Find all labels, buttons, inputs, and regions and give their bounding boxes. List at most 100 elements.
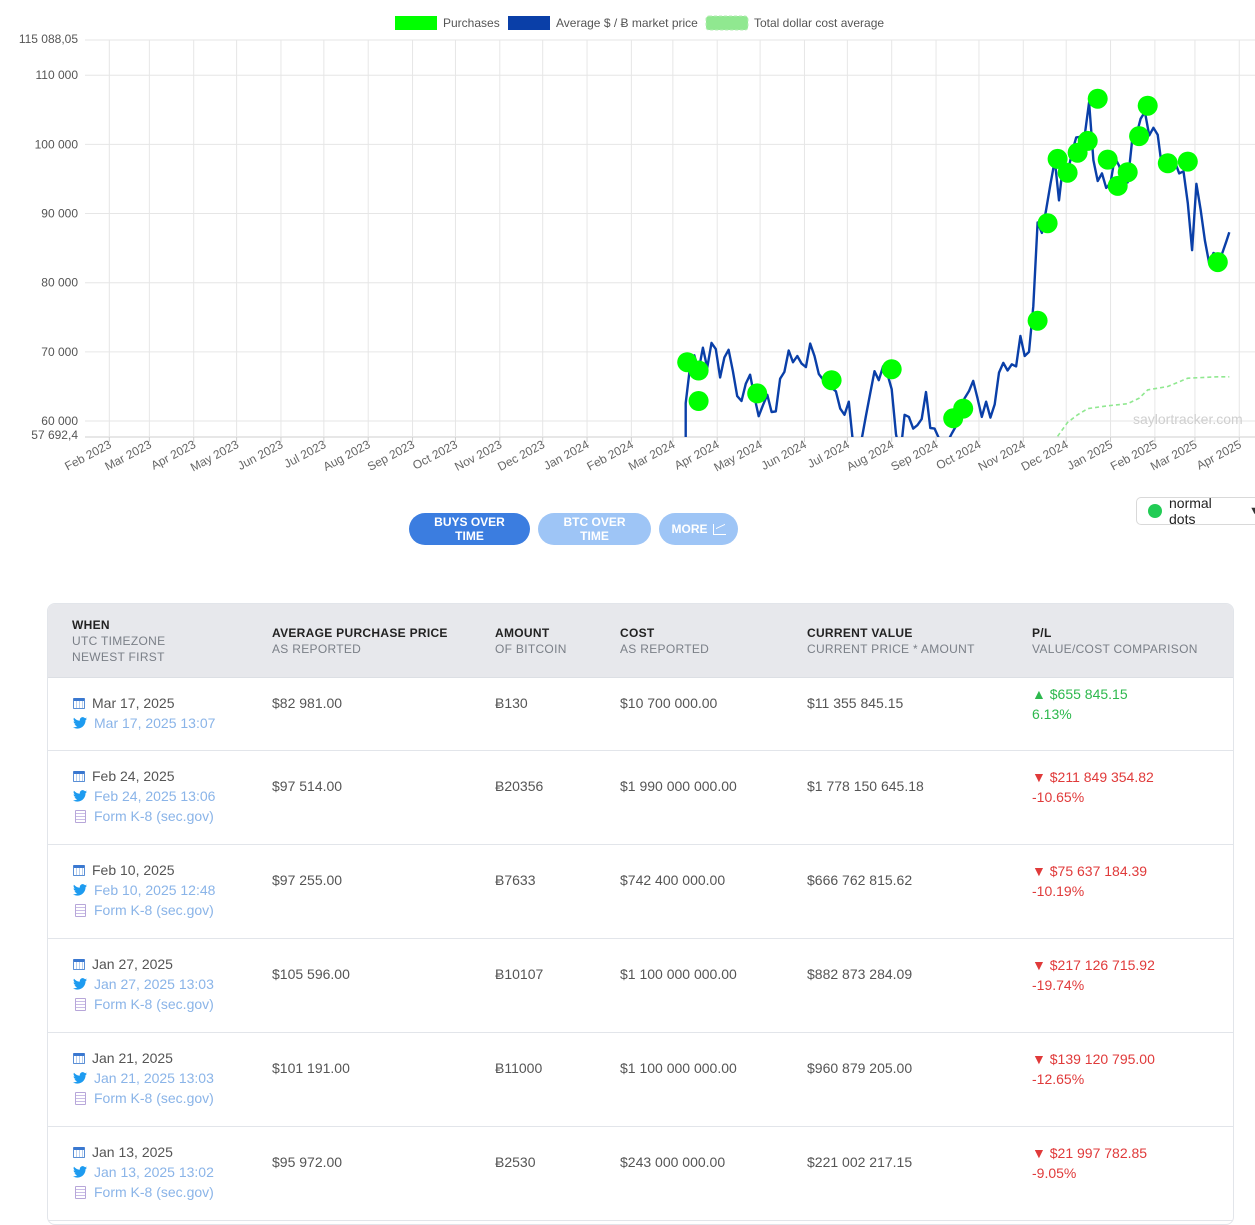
legend-label[interactable]: Purchases xyxy=(443,16,500,30)
form-k8-link[interactable]: Form K-8 (sec.gov) xyxy=(94,1184,214,1200)
chart-grid xyxy=(85,39,1255,442)
header-price-title: AVERAGE PURCHASE PRICE xyxy=(272,626,448,640)
purchase-dot[interactable] xyxy=(1137,95,1158,116)
purchase-dot[interactable] xyxy=(1117,162,1138,183)
pl-cell: ▼ $211 849 354.82 -10.65% xyxy=(1032,767,1154,807)
calendar-icon xyxy=(73,1146,85,1158)
table-row: Jan 13, 2025 Jan 13, 2025 13:02 Form K-8 (… xyxy=(48,1127,1233,1221)
purchase-dot[interactable] xyxy=(1097,149,1118,170)
dots-style-select[interactable]: normal dots ▼ xyxy=(1136,495,1255,527)
purchase-dot[interactable] xyxy=(1047,148,1068,169)
x-tick-label: Jan 2025 xyxy=(1065,437,1115,473)
table-body: Mar 17, 2025 Mar 17, 2025 13:07 $82 981.00… xyxy=(48,678,1233,1221)
legend-label[interactable]: Total dollar cost average xyxy=(754,16,884,30)
table-header: WHEN UTC TIMEZONE NEWEST FIRST AVERAGE P… xyxy=(48,604,1233,678)
purchase-dot[interactable] xyxy=(1107,175,1128,196)
cost-cell: $1 990 000 000.00 xyxy=(620,778,737,794)
purchase-dot[interactable] xyxy=(1077,130,1098,151)
pl-amount: ▼ $211 849 354.82 xyxy=(1032,769,1154,785)
pl-percent: -10.65% xyxy=(1032,789,1085,805)
purchase-dot[interactable] xyxy=(1207,252,1228,273)
tweet-link[interactable]: Jan 21, 2025 13:03 xyxy=(94,1070,214,1086)
twitter-icon xyxy=(73,1166,87,1178)
purchase-dot[interactable] xyxy=(953,398,974,419)
cost-cell: $243 000 000.00 xyxy=(620,1154,726,1170)
green-dot-icon xyxy=(1148,504,1162,518)
tweet-link[interactable]: Jan 27, 2025 13:03 xyxy=(94,976,214,992)
y-tick-label: 60 000 xyxy=(41,414,78,428)
purchase-dot[interactable] xyxy=(1177,151,1198,172)
document-icon xyxy=(75,1185,86,1199)
tweet-link[interactable]: Feb 24, 2025 13:06 xyxy=(94,788,216,804)
header-when-sub1: UTC TIMEZONE xyxy=(72,634,166,648)
form-k8-link[interactable]: Form K-8 (sec.gov) xyxy=(94,1090,214,1106)
current-value-cell: $666 762 815.62 xyxy=(807,872,913,888)
purchase-dot[interactable] xyxy=(747,383,768,404)
twitter-icon xyxy=(73,1072,87,1084)
purchase-dot[interactable] xyxy=(1087,88,1108,109)
purchase-dot[interactable] xyxy=(688,391,709,411)
y-tick-label: 90 000 xyxy=(41,207,78,221)
more-button[interactable]: MORE xyxy=(659,513,738,545)
purchase-dot[interactable] xyxy=(1037,213,1058,234)
header-pl: P/L VALUE/COST COMPARISON xyxy=(1032,625,1198,657)
legend-label[interactable]: Average $ / Ƀ market price xyxy=(556,16,698,30)
purchase-dot[interactable] xyxy=(688,360,709,381)
tweet-link[interactable]: Feb 10, 2025 12:48 xyxy=(94,882,216,898)
cost-cell: $10 700 000.00 xyxy=(620,695,718,711)
x-tick-label: Jul 2023 xyxy=(282,437,329,471)
when-cell: Mar 17, 2025 Mar 17, 2025 13:07 xyxy=(73,693,215,733)
form-k8-link[interactable]: Form K-8 (sec.gov) xyxy=(94,808,214,824)
document-icon xyxy=(75,1091,86,1105)
calendar-icon xyxy=(73,697,85,709)
purchase-dot[interactable] xyxy=(1129,126,1150,147)
header-when[interactable]: WHEN UTC TIMEZONE NEWEST FIRST xyxy=(72,617,165,665)
header-amount: AMOUNT OF BITCOIN xyxy=(495,625,567,657)
btc-purchases-chart: Purchases Average $ / Ƀ market price Total… xyxy=(19,15,1255,474)
amount-cell: Ƀ10107 xyxy=(495,966,544,982)
x-tick-label: May 2023 xyxy=(188,437,241,474)
pl-percent: -12.65% xyxy=(1032,1071,1085,1087)
x-tick-label: Mar 2024 xyxy=(626,437,678,473)
form-k8-link[interactable]: Form K-8 (sec.gov) xyxy=(94,996,214,1012)
buys-over-time-button[interactable]: BUYS OVER TIME xyxy=(409,513,530,545)
chart-icon xyxy=(712,523,726,535)
current-value-cell: $882 873 284.09 xyxy=(807,966,913,982)
x-tick-label: Aug 2023 xyxy=(321,437,373,474)
pl-amount: ▲ $655 845.15 xyxy=(1032,686,1128,702)
tweet-link[interactable]: Mar 17, 2025 13:07 xyxy=(94,715,216,731)
purchase-dot[interactable] xyxy=(881,359,902,380)
pl-percent: 6.13% xyxy=(1032,706,1072,722)
btc-over-time-button[interactable]: BTC OVER TIME xyxy=(538,513,651,545)
when-cell: Feb 24, 2025 Feb 24, 2025 13:06 Form K-8 (… xyxy=(73,766,215,826)
legend-swatch[interactable] xyxy=(705,15,749,31)
y-tick-label: 80 000 xyxy=(41,276,78,290)
form-k8-link[interactable]: Form K-8 (sec.gov) xyxy=(94,902,214,918)
purchase-date: Feb 24, 2025 xyxy=(92,768,175,784)
purchase-dot[interactable] xyxy=(1157,153,1178,174)
pl-cell: ▼ $139 120 795.00 -12.65% xyxy=(1032,1049,1155,1089)
tweet-link[interactable]: Jan 13, 2025 13:02 xyxy=(94,1164,214,1180)
avg-price-cell: $95 972.00 xyxy=(272,1154,343,1170)
dots-style-value: normal dots xyxy=(1169,495,1212,527)
amount-cell: Ƀ11000 xyxy=(495,1060,543,1076)
purchase-dot[interactable] xyxy=(1057,162,1078,183)
pl-cell: ▼ $217 126 715.92 -19.74% xyxy=(1032,955,1155,995)
header-value-sub: CURRENT PRICE * AMOUNT xyxy=(807,642,975,656)
when-cell: Jan 27, 2025 Jan 27, 2025 13:03 Form K-8 (… xyxy=(73,954,214,1014)
pl-amount: ▼ $139 120 795.00 xyxy=(1032,1051,1155,1067)
current-value-cell: $960 879 205.00 xyxy=(807,1060,913,1076)
calendar-icon xyxy=(73,1052,85,1064)
x-tick-label: Jun 2023 xyxy=(235,437,285,473)
header-price-sub: AS REPORTED xyxy=(272,642,362,656)
pl-percent: -9.05% xyxy=(1032,1165,1077,1181)
header-current-value: CURRENT VALUE CURRENT PRICE * AMOUNT xyxy=(807,625,975,657)
document-icon xyxy=(75,997,86,1011)
header-cost-title: COST xyxy=(620,626,655,640)
purchase-dot[interactable] xyxy=(821,370,842,391)
legend-swatch[interactable] xyxy=(508,16,550,30)
legend-swatch[interactable] xyxy=(395,16,437,30)
purchase-dot[interactable] xyxy=(1027,310,1048,331)
x-tick-label: Sep 2023 xyxy=(365,437,417,474)
